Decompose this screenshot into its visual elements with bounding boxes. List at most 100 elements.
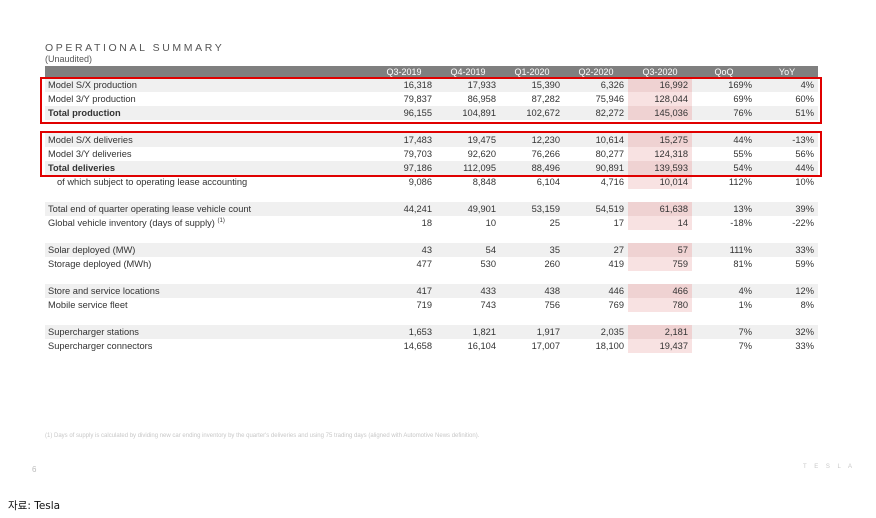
table-row: Model S/X deliveries 17,483 19,475 12,23… <box>45 133 818 147</box>
row-label: Store and service locations <box>45 284 372 298</box>
cell-value: 14,658 <box>372 339 436 353</box>
cell-value: 54,519 <box>564 202 628 216</box>
cell-value-highlighted: 10,014 <box>628 175 692 189</box>
cell-value-highlighted: 124,318 <box>628 147 692 161</box>
cell-value: 80,277 <box>564 147 628 161</box>
cell-value: 79,703 <box>372 147 436 161</box>
cell-value: 19,475 <box>436 133 500 147</box>
slide: OPERATIONAL SUMMARY (Unaudited) Q3-2019 … <box>32 42 853 474</box>
cell-value: 90,891 <box>564 161 628 175</box>
cell-value: 8,848 <box>436 175 500 189</box>
header-q2-2020: Q2-2020 <box>564 66 628 78</box>
cell-qoq: 76% <box>692 106 756 120</box>
table-row: Model 3/Y deliveries 79,703 92,620 76,26… <box>45 147 818 161</box>
cell-value: 417 <box>372 284 436 298</box>
row-spacer <box>45 271 818 284</box>
row-label: Storage deployed (MWh) <box>45 257 372 271</box>
cell-value: 75,946 <box>564 92 628 106</box>
row-spacer <box>45 312 818 325</box>
cell-value: 97,186 <box>372 161 436 175</box>
cell-value: 530 <box>436 257 500 271</box>
cell-qoq: 69% <box>692 92 756 106</box>
cell-value: 112,095 <box>436 161 500 175</box>
cell-value: 10 <box>436 216 500 230</box>
row-spacer <box>45 230 818 243</box>
cell-value: 27 <box>564 243 628 257</box>
source-caption: 자료: Tesla <box>8 500 61 512</box>
cell-value: 433 <box>436 284 500 298</box>
cell-value: 17,483 <box>372 133 436 147</box>
cell-value: 769 <box>564 298 628 312</box>
cell-value: 53,159 <box>500 202 564 216</box>
table-row: Model 3/Y production 79,837 86,958 87,28… <box>45 92 818 106</box>
cell-qoq: 54% <box>692 161 756 175</box>
row-label: Global vehicle inventory (days of supply… <box>45 216 372 230</box>
cell-value: 12,230 <box>500 133 564 147</box>
table-row: of which subject to operating lease acco… <box>45 175 818 189</box>
header-q3-2020: Q3-2020 <box>628 66 692 78</box>
cell-value: 17 <box>564 216 628 230</box>
table-row: Global vehicle inventory (days of supply… <box>45 216 818 230</box>
cell-value-highlighted: 128,044 <box>628 92 692 106</box>
cell-value: 1,653 <box>372 325 436 339</box>
cell-value: 15,390 <box>500 78 564 92</box>
cell-value: 16,318 <box>372 78 436 92</box>
cell-value: 9,086 <box>372 175 436 189</box>
cell-value: 104,891 <box>436 106 500 120</box>
cell-value: 10,614 <box>564 133 628 147</box>
row-label: Total production <box>45 106 372 120</box>
cell-value: 419 <box>564 257 628 271</box>
cell-qoq: 44% <box>692 133 756 147</box>
cell-value: 43 <box>372 243 436 257</box>
page-number: 6 <box>32 465 37 474</box>
cell-yoy: 32% <box>756 325 818 339</box>
cell-value: 2,035 <box>564 325 628 339</box>
table-row: Supercharger connectors 14,658 16,104 17… <box>45 339 818 353</box>
cell-qoq: 7% <box>692 325 756 339</box>
cell-value: 260 <box>500 257 564 271</box>
cell-value: 44,241 <box>372 202 436 216</box>
header-qoq: QoQ <box>692 66 756 78</box>
cell-value: 719 <box>372 298 436 312</box>
row-label: Model S/X deliveries <box>45 133 372 147</box>
cell-value: 17,007 <box>500 339 564 353</box>
cell-value: 88,496 <box>500 161 564 175</box>
cell-value: 446 <box>564 284 628 298</box>
cell-qoq: 169% <box>692 78 756 92</box>
cell-value: 76,266 <box>500 147 564 161</box>
cell-value-highlighted: 139,593 <box>628 161 692 175</box>
cell-qoq: 4% <box>692 284 756 298</box>
cell-value: 82,272 <box>564 106 628 120</box>
table-row: Model S/X production 16,318 17,933 15,39… <box>45 78 818 92</box>
cell-value: 1,821 <box>436 325 500 339</box>
page-title: OPERATIONAL SUMMARY <box>45 42 225 54</box>
row-label: Total deliveries <box>45 161 372 175</box>
page-subtitle: (Unaudited) <box>45 54 93 64</box>
header-q4-2019: Q4-2019 <box>436 66 500 78</box>
cell-yoy: 4% <box>756 78 818 92</box>
table-row: Storage deployed (MWh) 477 530 260 419 7… <box>45 257 818 271</box>
cell-yoy: 39% <box>756 202 818 216</box>
cell-value-highlighted: 780 <box>628 298 692 312</box>
row-label-text: Global vehicle inventory (days of supply… <box>48 218 215 229</box>
cell-value: 79,837 <box>372 92 436 106</box>
cell-value: 6,326 <box>564 78 628 92</box>
table-row: Mobile service fleet 719 743 756 769 780… <box>45 298 818 312</box>
cell-value-highlighted: 145,036 <box>628 106 692 120</box>
cell-value: 16,104 <box>436 339 500 353</box>
cell-value: 18 <box>372 216 436 230</box>
operational-summary-table: Q3-2019 Q4-2019 Q1-2020 Q2-2020 Q3-2020 … <box>45 66 818 353</box>
cell-value: 17,933 <box>436 78 500 92</box>
cell-value: 1,917 <box>500 325 564 339</box>
cell-yoy: 8% <box>756 298 818 312</box>
cell-yoy: 60% <box>756 92 818 106</box>
header-label-cell <box>45 66 372 78</box>
cell-value: 54 <box>436 243 500 257</box>
row-label: Supercharger stations <box>45 325 372 339</box>
cell-value: 49,901 <box>436 202 500 216</box>
row-label: Model 3/Y production <box>45 92 372 106</box>
deliveries-highlight-box <box>40 131 822 177</box>
cell-value: 743 <box>436 298 500 312</box>
cell-value: 96,155 <box>372 106 436 120</box>
cell-value-highlighted: 16,992 <box>628 78 692 92</box>
